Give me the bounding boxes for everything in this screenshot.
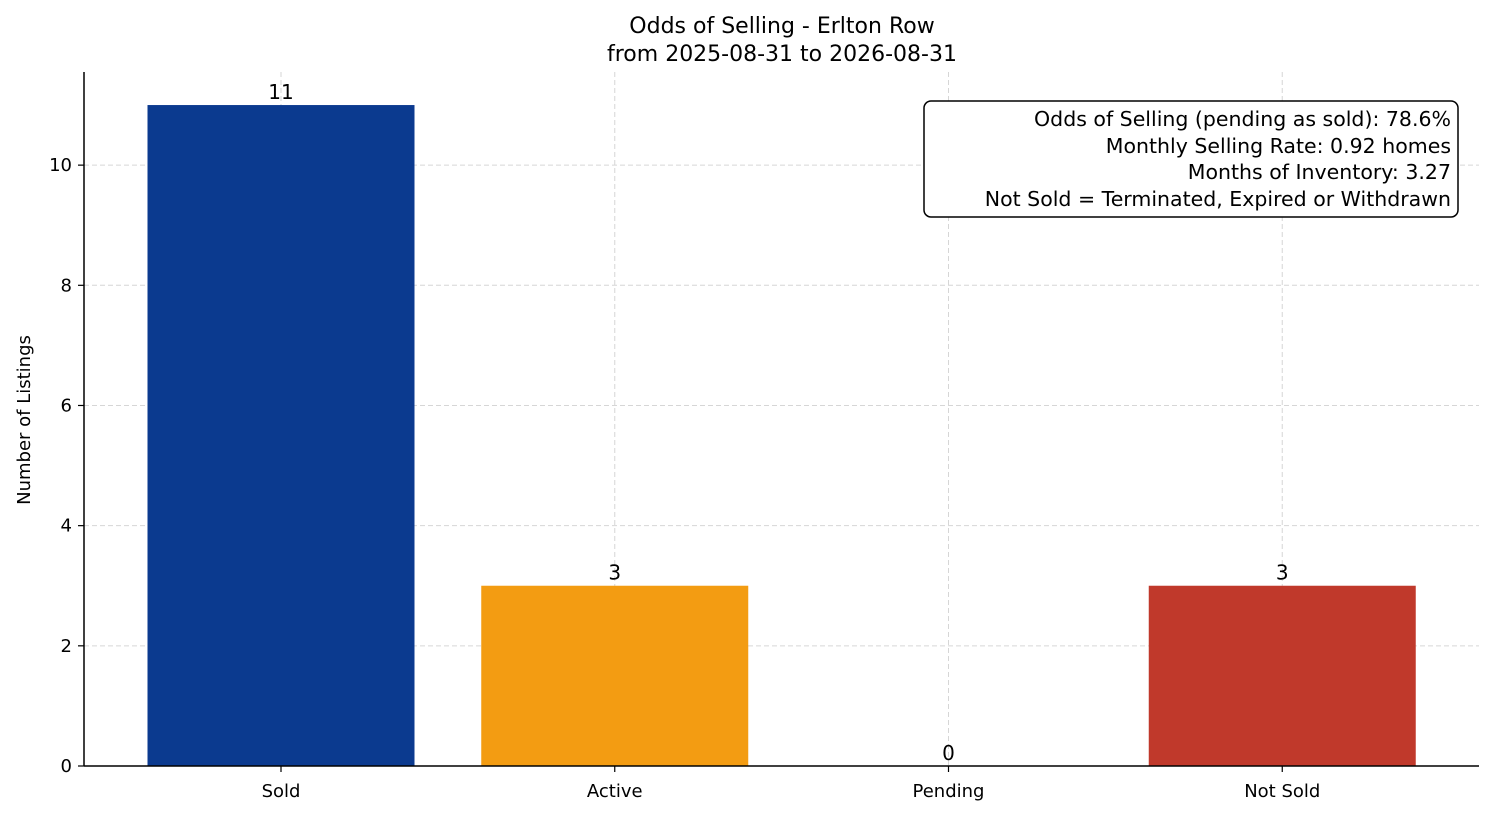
info-line-selling-rate: Monthly Selling Rate: 0.92 homes: [1106, 134, 1451, 158]
y-axis-ticks: 0 2 4 6 8 10: [49, 155, 84, 777]
info-box: Odds of Selling (pending as sold): 78.6%…: [923, 100, 1459, 218]
bar-not-sold: [1148, 585, 1416, 766]
x-tick-label-active: Active: [587, 781, 643, 802]
x-axis-ticks: Sold Active Pending Not Sold: [262, 766, 1320, 802]
x-tick-label-not-sold: Not Sold: [1244, 781, 1320, 802]
bar-value-label-pending: 0: [942, 741, 955, 765]
y-axis-label: Number of Listings: [14, 335, 35, 505]
bar-sold: [147, 105, 415, 767]
y-tick-label: 4: [61, 516, 72, 537]
chart-subtitle: from 2025-08-31 to 2026-08-31: [607, 42, 957, 67]
y-tick-label: 6: [61, 395, 72, 416]
bar-labels: 11 3 0 3: [268, 80, 1288, 765]
y-tick-label: 0: [61, 756, 72, 777]
info-line-not-sold-note: Not Sold = Terminated, Expired or Withdr…: [985, 187, 1451, 211]
info-line-inventory: Months of Inventory: 3.27: [1188, 160, 1451, 184]
y-tick-label: 8: [61, 275, 72, 296]
chart-title: Odds of Selling - Erlton Row: [629, 14, 934, 39]
info-line-odds: Odds of Selling (pending as sold): 78.6%: [1034, 107, 1451, 131]
bar-value-label-active: 3: [608, 561, 621, 585]
bar-value-label-sold: 11: [268, 80, 293, 104]
bar-value-label-not-sold: 3: [1276, 561, 1289, 585]
y-tick-label: 2: [61, 636, 72, 657]
y-tick-label: 10: [49, 155, 72, 176]
info-box-frame: [923, 100, 1459, 218]
bars: [147, 105, 1416, 767]
bar-active: [481, 585, 749, 766]
x-tick-label-sold: Sold: [262, 781, 301, 802]
x-tick-label-pending: Pending: [913, 781, 985, 802]
